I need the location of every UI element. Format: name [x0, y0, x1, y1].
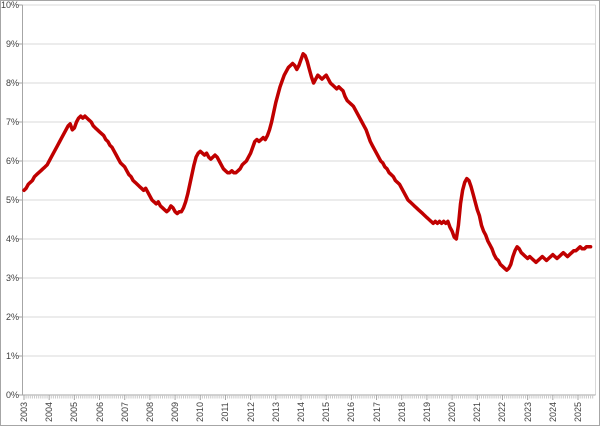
x-year-label: 2019 [421, 401, 432, 423]
x-year-label: 2010 [195, 401, 206, 423]
x-year-label: 2020 [447, 401, 458, 423]
x-year-label: 2017 [371, 401, 382, 423]
x-year-label: 2018 [396, 401, 407, 423]
x-year-label: 2025 [573, 401, 583, 423]
x-year-label: 2005 [69, 401, 80, 423]
x-year-label: 2013 [270, 401, 281, 423]
x-year-label: 2024 [547, 401, 558, 423]
x-year-label: 2007 [119, 401, 130, 423]
y-tick-label: 2% [5, 312, 19, 322]
unemployment-line [22, 52, 593, 272]
x-year-label: 2011 [220, 402, 231, 422]
x-year-label: 2012 [245, 401, 256, 423]
y-tick-label: 8% [5, 78, 19, 88]
x-year-label: 2022 [497, 401, 508, 423]
y-tick-label: 9% [5, 39, 19, 49]
y-tick-label: 1% [5, 351, 19, 361]
x-year-label: 2006 [94, 401, 105, 423]
y-tick-label: 0% [5, 390, 19, 400]
x-year-label: 2015 [321, 401, 332, 423]
y-tick-label: 10% [1, 0, 20, 10]
y-tick-label: 5% [5, 195, 19, 205]
x-year-label: 2016 [346, 401, 357, 423]
x-year-label: 2014 [296, 401, 306, 423]
x-year-label: 2008 [144, 401, 155, 423]
x-year-label: 2023 [522, 401, 533, 423]
y-tick-label: 7% [5, 117, 19, 127]
x-year-label: 2021 [472, 401, 483, 423]
y-tick-label: 3% [5, 273, 19, 283]
x-year-label: 2003 [19, 401, 29, 423]
y-tick-label: 6% [5, 156, 19, 166]
x-year-label: 2004 [44, 401, 55, 423]
x-year-label: 2009 [170, 401, 181, 423]
y-tick-label: 4% [5, 234, 19, 244]
